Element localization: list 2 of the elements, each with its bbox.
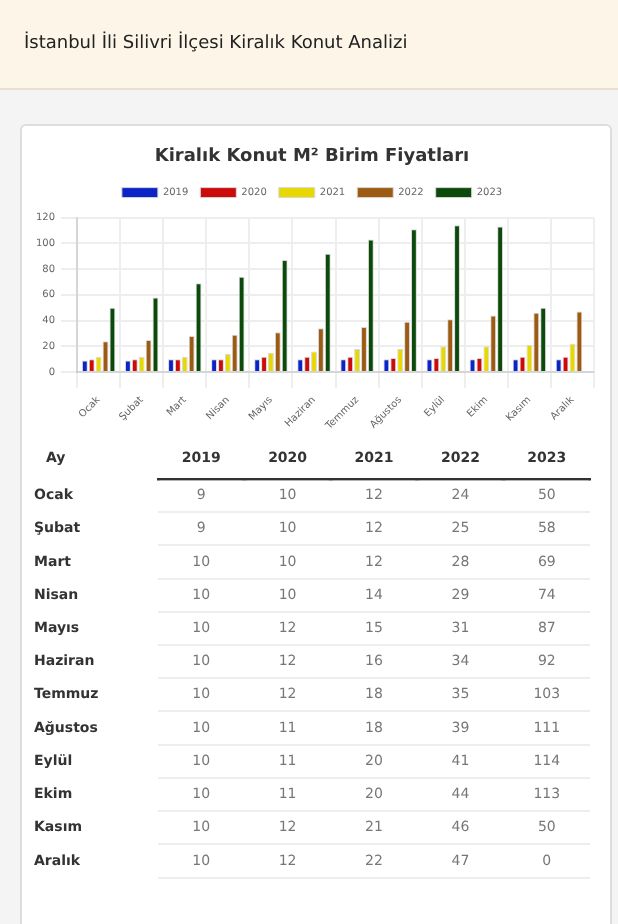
chart-title: Kiralık Konut M² Birim Fiyatları xyxy=(154,147,470,168)
text: İstanbul İli Silivri İlçesi Kiralık Konut Analizi xyxy=(24,34,408,54)
